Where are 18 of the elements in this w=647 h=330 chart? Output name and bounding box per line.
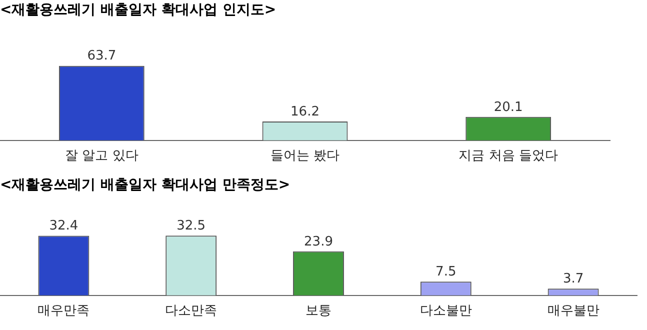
data-label: 32.5	[176, 218, 206, 234]
chart-title: <재활용쓰레기 배출일자 확대사업 만족정도>	[0, 177, 290, 194]
data-label: 63.7	[87, 48, 116, 64]
data-label: 20.1	[494, 100, 523, 115]
x-tick-label: 다소불만	[420, 304, 472, 319]
x-tick-label: 매우불만	[547, 304, 600, 319]
x-tick-label: 매우만족	[38, 304, 90, 319]
x-tick-label: 지금 처음 들었다	[458, 148, 558, 164]
data-label: 3.7	[562, 271, 584, 286]
x-tick-label: 들어는 봤다	[270, 148, 340, 164]
x-tick-label: 잘 알고 있다	[65, 148, 138, 164]
data-label: 32.4	[49, 218, 78, 234]
x-tick-label: 다소만족	[165, 304, 218, 319]
data-label: 16.2	[290, 104, 320, 120]
chart-title: <재활용쓰레기 배출일자 확대사업 인지도>	[0, 2, 276, 18]
data-label: 23.9	[304, 234, 333, 250]
data-label: 7.5	[436, 264, 456, 280]
x-tick-label: 보통	[306, 304, 332, 319]
